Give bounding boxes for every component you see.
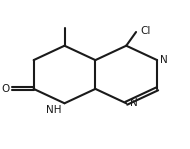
Text: O: O: [1, 84, 10, 94]
Text: Cl: Cl: [141, 25, 151, 35]
Text: N: N: [130, 98, 137, 108]
Text: N: N: [160, 55, 168, 65]
Text: NH: NH: [46, 105, 62, 115]
